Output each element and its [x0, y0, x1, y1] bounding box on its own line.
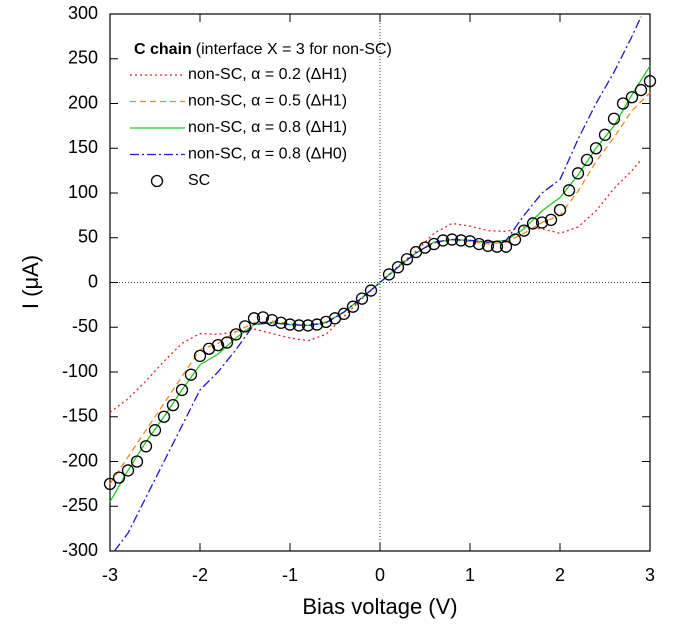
x-tick-label: 0 — [375, 565, 385, 585]
sc-marker — [184, 368, 198, 381]
sc-marker — [157, 410, 171, 423]
legend-label: non-SC, α = 0.8 (ΔH0) — [188, 146, 347, 163]
sc-marker — [571, 167, 585, 180]
sc-marker — [148, 424, 162, 437]
sc-marker — [220, 336, 234, 349]
sc-marker — [436, 234, 450, 247]
sc-marker — [625, 91, 639, 104]
x-tick-label: 2 — [555, 565, 565, 585]
y-axis-label: I (μA) — [18, 255, 43, 309]
sc-marker — [211, 338, 225, 352]
legend-label: non-SC, α = 0.5 (ΔH1) — [188, 93, 347, 110]
sc-marker — [472, 237, 486, 251]
y-tick-label: 100 — [68, 182, 98, 202]
sc-marker — [526, 217, 540, 230]
sc-marker — [238, 320, 252, 333]
sc-marker — [301, 319, 315, 332]
sc-marker — [247, 312, 261, 325]
y-tick-label: 0 — [88, 271, 98, 291]
x-tick-label: 3 — [645, 565, 655, 585]
sc-marker — [139, 440, 153, 453]
y-tick-label: -300 — [62, 540, 98, 560]
sc-marker — [121, 464, 135, 477]
series-line — [109, 159, 642, 413]
sc-marker — [130, 455, 144, 468]
sc-marker — [283, 318, 297, 331]
y-tick-label: 50 — [78, 227, 98, 247]
legend-subtitle: (interface X = 3 for non-SC) — [196, 41, 392, 58]
sc-marker — [265, 313, 279, 327]
sc-marker — [481, 239, 495, 252]
sc-marker — [310, 318, 324, 331]
sc-marker — [337, 307, 351, 320]
sc-marker — [454, 234, 468, 247]
sc-marker — [364, 284, 378, 297]
legend-label: non-SC, α = 0.2 (ΔH1) — [188, 66, 347, 83]
y-tick-label: -100 — [62, 361, 98, 381]
sc-marker — [229, 328, 243, 341]
y-tick-label: -200 — [62, 450, 98, 470]
sc-marker — [499, 240, 513, 253]
sc-marker — [589, 142, 603, 155]
y-tick-label: 250 — [68, 48, 98, 68]
sc-marker — [562, 184, 576, 197]
sc-marker — [490, 240, 504, 253]
x-axis-label: Bias voltage (V) — [302, 594, 457, 619]
y-tick-label: 300 — [68, 3, 98, 23]
legend-marker — [150, 174, 164, 188]
sc-marker — [517, 224, 531, 237]
sc-marker — [355, 292, 369, 305]
sc-marker — [607, 112, 621, 125]
y-tick-label: -50 — [72, 316, 98, 336]
series-line — [113, 16, 642, 552]
y-tick-label: -150 — [62, 406, 98, 426]
y-tick-label: -250 — [62, 495, 98, 515]
sc-marker — [544, 213, 558, 227]
sc-marker — [166, 398, 180, 412]
sc-marker — [391, 261, 405, 274]
sc-marker — [580, 153, 594, 167]
sc-marker — [463, 235, 477, 248]
sc-marker — [256, 311, 270, 324]
x-tick-label: -1 — [282, 565, 298, 585]
legend-title: C chain (interface X = 3 for non-SC) — [134, 41, 392, 58]
legend-label: non-SC, α = 0.8 (ΔH1) — [188, 119, 347, 136]
sc-marker — [193, 349, 207, 363]
x-tick-label: -2 — [192, 565, 208, 585]
y-tick-label: 150 — [68, 137, 98, 157]
legend-title-bold: C chain — [134, 41, 192, 58]
sc-marker — [634, 83, 648, 97]
sc-marker — [112, 471, 126, 484]
x-tick-label: -3 — [102, 565, 118, 585]
sc-marker — [103, 477, 117, 491]
y-tick-label: 200 — [68, 92, 98, 112]
sc-marker — [382, 268, 396, 281]
sc-marker — [643, 74, 657, 88]
sc-marker — [616, 97, 630, 110]
sc-marker — [598, 128, 612, 141]
x-tick-label: 1 — [465, 565, 475, 585]
sc-marker — [535, 216, 549, 229]
legend-label: SC — [188, 172, 210, 189]
series-line — [109, 65, 651, 503]
sc-marker — [445, 233, 459, 246]
sc-marker — [508, 233, 522, 246]
sc-marker — [175, 383, 189, 397]
sc-marker — [274, 316, 288, 329]
sc-marker — [400, 253, 414, 266]
sc-marker — [292, 319, 306, 332]
sc-marker — [553, 203, 567, 217]
sc-marker — [346, 300, 360, 313]
